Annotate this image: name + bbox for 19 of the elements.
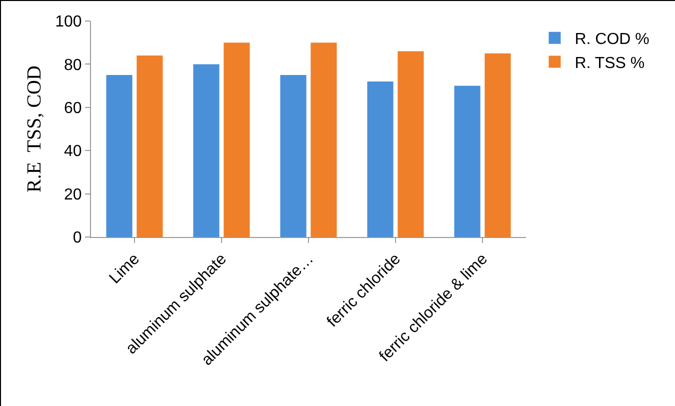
y-tick-label: 100: [55, 14, 82, 31]
bar: [106, 75, 132, 237]
bar: [136, 56, 163, 237]
bar: [454, 86, 480, 237]
bar: [484, 53, 511, 237]
y-tick-label: 40: [64, 143, 82, 160]
y-tick-label: 0: [72, 230, 82, 247]
bar: [280, 75, 306, 237]
y-tick-label: 60: [64, 100, 82, 117]
legend-label: R. COD %: [574, 31, 650, 48]
bar: [310, 42, 337, 237]
y-tick-label: 80: [64, 56, 82, 74]
y-axis-title: R.E TSS, COD: [24, 66, 46, 192]
legend-label: R. TSS %: [574, 54, 645, 72]
bar: [224, 42, 250, 237]
bar: [193, 64, 220, 237]
y-tick-label: 20: [64, 186, 82, 204]
bar: [367, 81, 394, 237]
bar: [398, 51, 424, 237]
